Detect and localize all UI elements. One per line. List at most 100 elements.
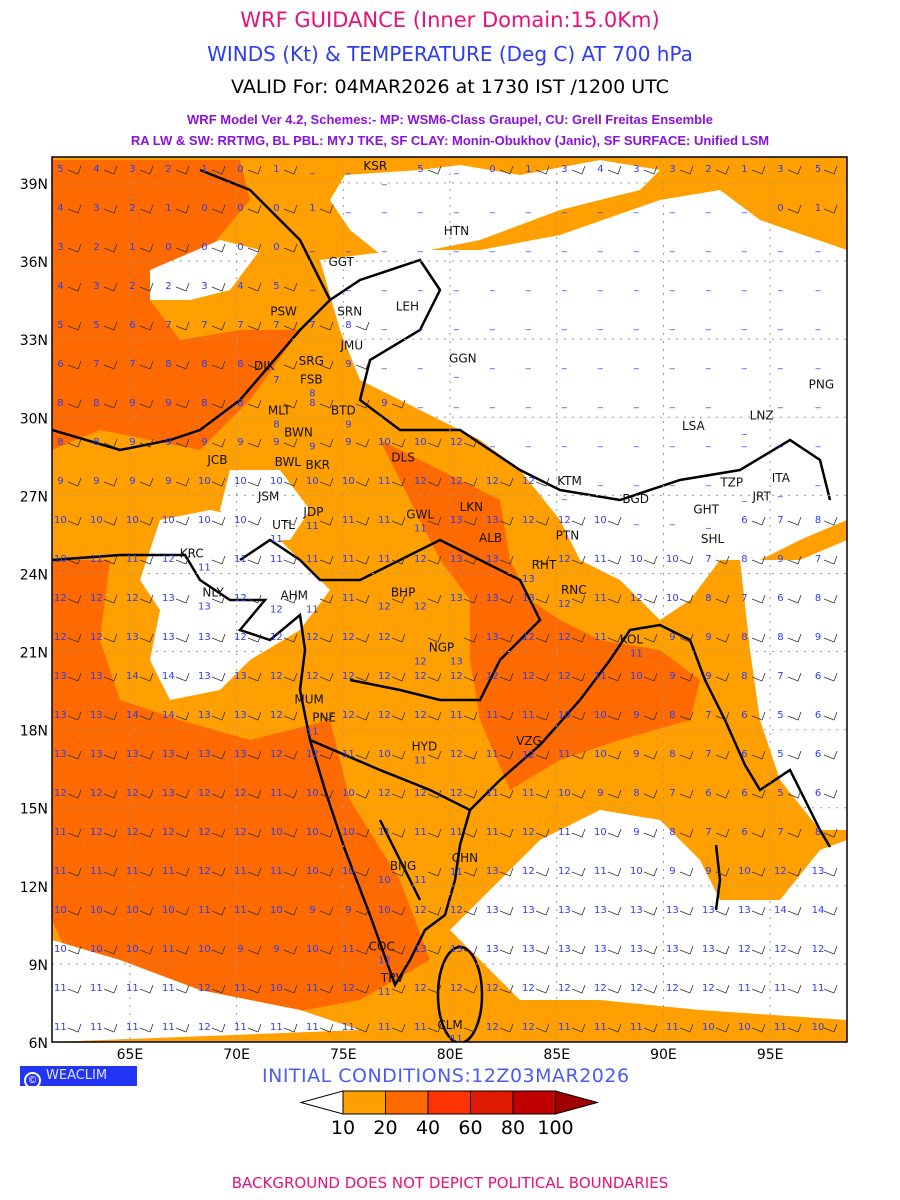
temperature-value: 11 — [270, 1022, 283, 1033]
wind-barb-icon — [679, 906, 694, 916]
temperature-row: 5 5 6 7 7 7 7 7 8 _ _ _ _ _ _ _ _ _ _ _ … — [57, 320, 821, 331]
wind-barb-icon — [535, 477, 550, 487]
wind-barb-icon — [787, 672, 802, 682]
temperature-value: 3 — [201, 281, 207, 292]
wind-barb-icon — [715, 1023, 730, 1033]
temperature-value: 9 — [201, 437, 207, 448]
lat-tick-label: 33N — [20, 333, 48, 349]
wind-barb-icon — [139, 867, 154, 877]
temperature-value: 12 — [522, 1022, 535, 1033]
temperature-value: 14 — [812, 905, 825, 916]
wind-barb-icon — [247, 594, 262, 604]
temperature-value: _ — [489, 437, 496, 448]
wind-barb-icon — [67, 321, 82, 331]
temperature-value: _ — [815, 398, 822, 409]
wind-barb-icon — [715, 633, 730, 643]
temperature-value: 12 — [54, 788, 67, 799]
temperature-value: _ — [815, 437, 822, 448]
temperature-value: _ — [669, 359, 676, 370]
station-label: CLM — [437, 1018, 462, 1032]
temperature-value: 6 — [705, 788, 711, 799]
temperature-value: 13 — [198, 710, 211, 721]
temperature-value: 10 — [594, 515, 607, 526]
station-label: ALB — [479, 531, 502, 545]
wind-barb-icon — [139, 1023, 154, 1033]
temperature-value: 13 — [234, 749, 247, 760]
wind-barb-icon — [715, 945, 730, 955]
temperature-value: 3 — [129, 164, 135, 175]
wind-barb-icon — [391, 789, 406, 799]
temperature-value: 2 — [129, 203, 135, 214]
temperature-value: 13 — [594, 944, 607, 955]
wind-barb-icon — [427, 984, 442, 994]
temperature-value: 8 — [57, 398, 63, 409]
temperature-value: 10 — [54, 515, 67, 526]
temperature-value: 13 — [486, 554, 499, 565]
temperature-value: 12 — [342, 983, 355, 994]
wind-barb-icon — [607, 516, 622, 526]
temperature-value: 11 — [594, 593, 607, 604]
temperature-value: _ — [417, 359, 424, 370]
temperature-value: _ — [561, 490, 568, 501]
wind-barb-icon — [319, 867, 334, 877]
temperature-value: 12 — [378, 602, 391, 613]
wind-barb-icon — [139, 282, 154, 292]
temperature-value: 13 — [450, 656, 463, 667]
temperature-value: 10 — [666, 554, 679, 565]
temperature-value: 1 — [201, 164, 207, 175]
wind-barb-icon — [283, 711, 298, 721]
temperature-value: _ — [669, 398, 676, 409]
temperature-value: _ — [525, 203, 532, 214]
wind-barb-icon — [355, 711, 370, 721]
wind-barb-icon — [211, 906, 226, 916]
temperature-value: 11 — [450, 1034, 463, 1045]
temperature-value: 13 — [666, 905, 679, 916]
wind-barb-icon — [175, 750, 190, 760]
temperature-value: _ — [633, 281, 640, 292]
temperature-value: 13 — [198, 671, 211, 682]
temperature-value: _ — [741, 242, 748, 253]
temperature-value: 13 — [126, 749, 139, 760]
wind-barb-icon — [175, 945, 190, 955]
temperature-value: 9 — [165, 437, 171, 448]
temperature-value: 10 — [90, 944, 103, 955]
temperature-value: _ — [815, 320, 822, 331]
wind-barb-icon — [787, 165, 802, 175]
temperature-value: _ — [815, 359, 822, 370]
temperature-value: 8 — [165, 359, 171, 370]
wind-barb-icon — [283, 945, 298, 955]
wind-barb-icon — [823, 750, 838, 760]
temperature-value: 11 — [198, 563, 211, 574]
temperature-value: 10 — [812, 1022, 825, 1033]
temperature-value: 12 — [414, 788, 427, 799]
temperature-value: 11 — [234, 554, 247, 565]
wind-barb-icon — [103, 555, 118, 565]
temperature-value: 12 — [702, 983, 715, 994]
temperature-value: 0 — [273, 203, 279, 214]
temperature-value: 12 — [522, 476, 535, 487]
temperature-value: 9 — [381, 398, 387, 409]
temperature-row: 13 13 14 14 13 13 12 12 12 12 12 12 12 1… — [54, 671, 821, 682]
temperature-value: 13 — [666, 944, 679, 955]
wind-barb-icon — [355, 1023, 370, 1033]
temperature-row: 3 2 1 0 0 0 0 _ _ _ _ _ _ _ _ _ _ _ _ _ … — [57, 242, 821, 253]
station-label: CHN — [452, 851, 478, 865]
temperature-value: 7 — [705, 749, 711, 760]
temperature-value: 13 — [812, 866, 825, 877]
temperature-value: 1 — [273, 164, 279, 175]
wind-barb-icon — [427, 828, 442, 838]
wind-barb-icon — [211, 867, 226, 877]
wind-barb-icon — [571, 555, 586, 565]
station-label: LEH — [396, 299, 419, 313]
temperature-value: 9 — [633, 749, 639, 760]
wind-barb-icon — [319, 828, 334, 838]
temperature-value: 12 — [774, 944, 787, 955]
wind-barb-icon — [751, 828, 766, 838]
temperature-value: _ — [741, 203, 748, 214]
wind-barb-icon — [571, 516, 586, 526]
wind-barb-icon — [427, 867, 442, 877]
temperature-value: 14 — [774, 905, 787, 916]
temperature-value: 1 — [309, 203, 315, 214]
temperature-value: 12 — [378, 671, 391, 682]
station-label: HTN — [444, 224, 469, 238]
